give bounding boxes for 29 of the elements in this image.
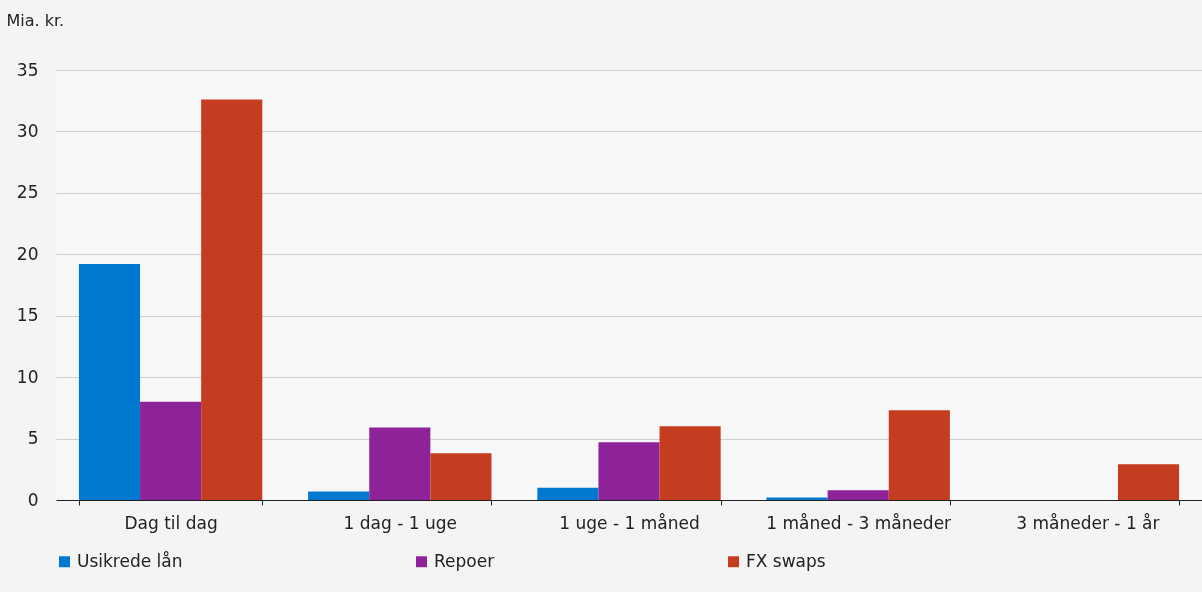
bar bbox=[430, 453, 492, 500]
x-tick-label: 1 dag - 1 uge bbox=[343, 512, 457, 533]
bar bbox=[598, 442, 660, 500]
bar bbox=[201, 99, 263, 500]
x-tick-label: 1 måned - 3 måneder bbox=[766, 512, 952, 533]
bar bbox=[369, 427, 431, 500]
y-tick-label: 15 bbox=[16, 305, 39, 326]
bar bbox=[78, 264, 141, 500]
bar bbox=[308, 491, 370, 500]
x-tick-label: 3 måneder - 1 år bbox=[1016, 512, 1160, 533]
y-tick-label: 20 bbox=[16, 243, 39, 264]
legend-label: FX swaps bbox=[746, 550, 826, 571]
bar bbox=[888, 410, 950, 500]
y-tick-label: 30 bbox=[16, 120, 39, 141]
legend-label: Usikrede lån bbox=[77, 550, 183, 571]
y-tick-label: 25 bbox=[16, 182, 39, 203]
y-tick-label: 35 bbox=[16, 59, 39, 80]
y-tick-label: 10 bbox=[16, 366, 39, 387]
bar bbox=[1117, 464, 1180, 500]
bar bbox=[537, 487, 599, 500]
bar bbox=[140, 401, 202, 500]
bar bbox=[827, 490, 889, 500]
bar bbox=[659, 426, 721, 500]
x-tick-label: 1 uge - 1 måned bbox=[559, 512, 700, 533]
y-tick-label: 5 bbox=[27, 428, 39, 449]
legend-label: Repoer bbox=[434, 550, 495, 571]
y-tick-label: 0 bbox=[27, 489, 39, 510]
y-axis-title: Mia. kr. bbox=[6, 10, 65, 30]
x-tick-label: Dag til dag bbox=[124, 512, 218, 533]
